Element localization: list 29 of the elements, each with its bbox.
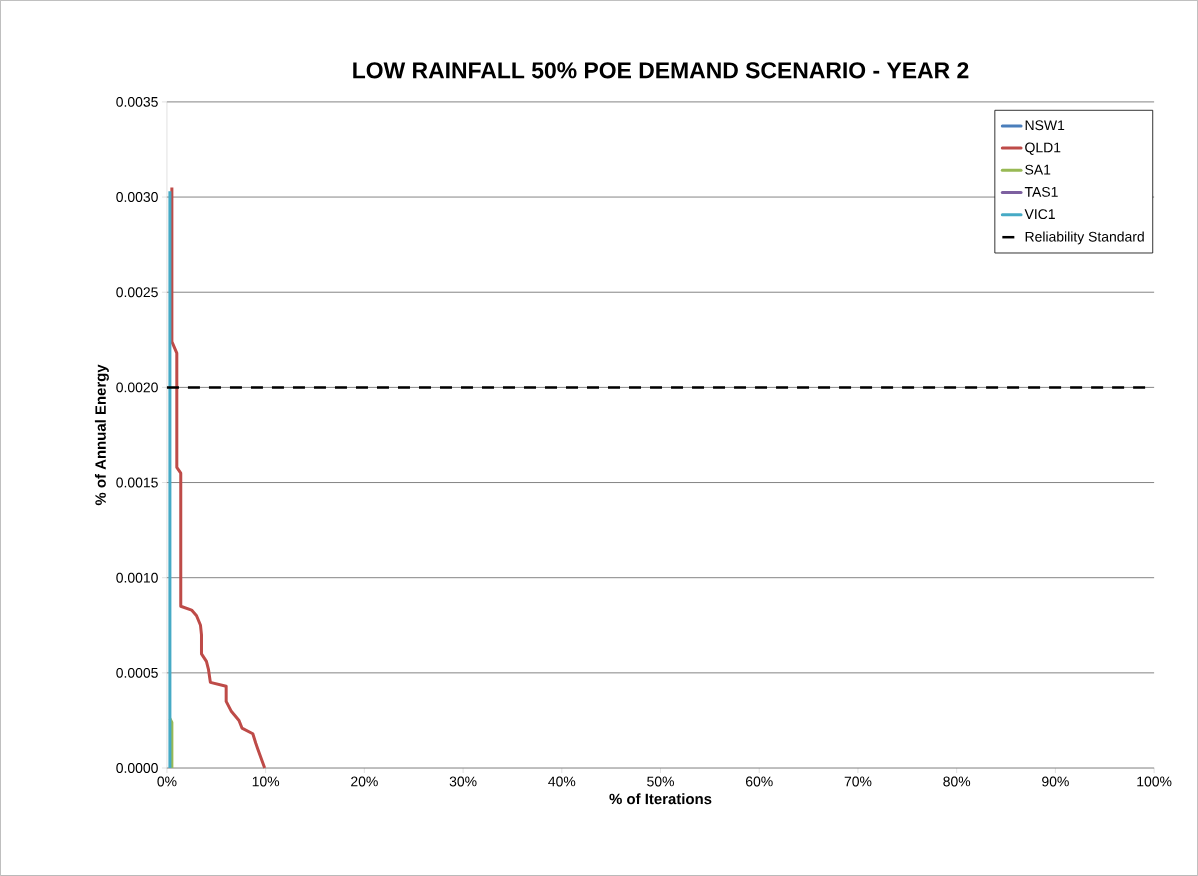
legend-label: QLD1: [1025, 142, 1061, 155]
x-axis-title: % of Iterations: [609, 793, 712, 805]
legend-label: VIC1: [1024, 209, 1055, 220]
legend-label: NSW1: [1025, 120, 1065, 131]
chart-title: LOW RAINFALL 50% POE DEMAND SCENARIO - YEAR 2: [353, 62, 969, 79]
y-tick-label: 0.0000: [116, 763, 158, 773]
legend-label: Reliability Standard: [1025, 231, 1144, 245]
y-tick-label: 0.0015: [116, 477, 158, 488]
legend-label: TAS1: [1024, 186, 1058, 197]
line-series: [170, 186, 267, 770]
x-tick-label: 30%: [449, 776, 477, 787]
y-tick-label: 0.0005: [116, 667, 158, 678]
x-tick-label: 0%: [157, 776, 177, 787]
y-axis-title: % of Annual Energy: [94, 364, 109, 506]
x-tick-label: 60%: [745, 776, 773, 787]
x-tick-label: 70%: [844, 776, 872, 787]
y-tick-label: 0.0035: [116, 96, 158, 107]
legend-label: SA1: [1025, 164, 1051, 175]
x-tick-label: 10%: [252, 776, 280, 787]
x-tick-label: 20%: [351, 776, 378, 787]
x-tick-label: 100%: [1137, 776, 1172, 787]
x-tick-label: 90%: [1042, 776, 1069, 787]
y-tick-label: 0.0010: [116, 572, 158, 583]
x-tick-label: 80%: [943, 776, 971, 787]
x-tick-label: 50%: [647, 776, 674, 787]
y-tick-label: 0.0025: [116, 287, 158, 298]
y-tick-label: 0.0020: [116, 382, 158, 393]
y-tick-label: 0.0030: [116, 192, 158, 203]
x-tick-label: 40%: [548, 776, 576, 787]
